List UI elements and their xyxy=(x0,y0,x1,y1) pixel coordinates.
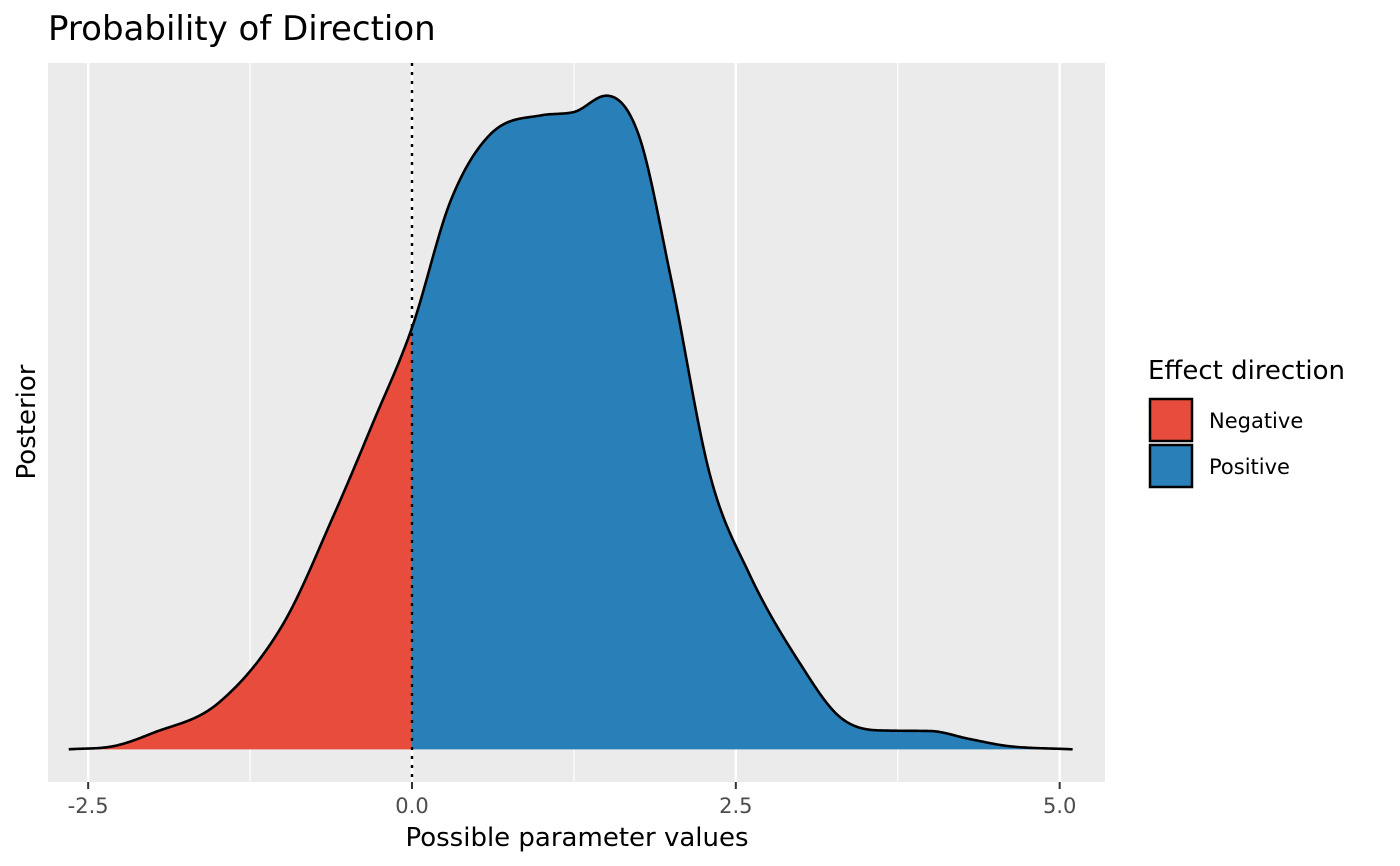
legend-swatch-negative xyxy=(1148,397,1194,443)
negative-area xyxy=(68,327,412,750)
x-tick-label-0: -2.5 xyxy=(68,794,109,818)
x-tick-label-3: 5.0 xyxy=(1043,794,1076,818)
x-axis-title: Possible parameter values xyxy=(405,823,748,853)
density-areas xyxy=(68,95,1073,750)
x-tick-label-2: 2.5 xyxy=(719,794,752,818)
x-axis-ticks: -2.5 0.0 2.5 5.0 xyxy=(68,782,1076,818)
density-curve-outline xyxy=(68,94,1073,751)
chart-title: Probability of Direction xyxy=(48,9,436,49)
positive-area xyxy=(411,95,1073,750)
legend: Effect direction Negative Positive xyxy=(1148,356,1345,489)
legend-label-positive: Positive xyxy=(1209,455,1290,479)
legend-label-negative: Negative xyxy=(1209,409,1303,433)
legend-swatch-positive xyxy=(1148,443,1194,489)
x-tick-label-1: 0.0 xyxy=(395,794,428,818)
y-axis-title: Posterior xyxy=(12,364,42,479)
legend-title: Effect direction xyxy=(1148,356,1345,386)
